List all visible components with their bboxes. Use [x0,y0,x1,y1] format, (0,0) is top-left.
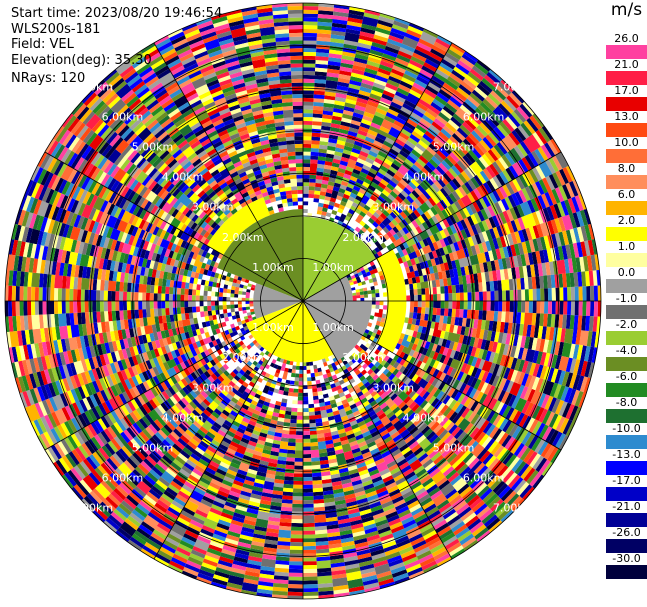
range-ring-label: 7.00km [71,80,113,93]
velocity-gate-group [15,3,593,596]
start-time-text: Start time: 2023/08/20 19:46:54 [11,6,223,21]
colorbar-tick-label: -8.0 [606,397,647,409]
colorbar: 26.0 21.0 17.0 13.0 10.0 8.0 6.0 2.0 1.0 0.0 -1.0 -… [606,21,647,607]
colorbar-tick-label: -26.0 [606,527,647,539]
colorbar-tick-label: -1.0 [606,293,647,305]
range-ring-label: 4.00km [162,411,204,424]
range-ring-label: 1.00km [312,321,354,334]
range-ring-label: 4.00km [162,171,204,184]
range-ring-label: 2.00km [222,231,264,244]
range-ring-label: 6.00km [463,472,505,485]
velocity-gate-group [5,3,589,599]
velocity-gate-group [9,4,602,592]
colorbar-tick-label: -6.0 [606,371,647,383]
velocity-gate-group [11,17,598,589]
range-ring-label: 1.00km [312,261,354,274]
azimuth-spoke [302,300,453,560]
field-text: Field: VEL [11,37,74,52]
range-ring-label: 6.00km [102,110,144,123]
azimuth-spokes [5,3,601,599]
colorbar-tick-label: -13.0 [606,449,647,461]
range-ring-label: 6.00km [102,472,144,485]
range-labels: 1.00km 1.00km 1.00km 1.00km 2.00km 2.00km 2.00… [71,80,534,514]
range-ring-label: 3.00km [373,201,415,214]
range-ring-label: 2.00km [342,231,384,244]
elevation-text: Elevation(deg): 35.30 [11,53,152,68]
range-ring-label: 4.00km [403,171,445,184]
range-ring-label: 7.00km [493,80,535,93]
colorbar-tick-label: 13.0 [606,111,647,123]
range-ring-label: 3.00km [192,381,234,394]
range-ring-label: 2.00km [342,351,384,364]
colorbar-tick-label: -2.0 [606,319,647,331]
azimuth-spoke [302,42,453,302]
colorbar-tick-label: 17.0 [606,85,647,97]
velocity-gate-group [6,10,598,599]
colorbar-tick-label: 0.0 [606,267,647,279]
range-ring-label: 5.00km [132,442,174,455]
velocity-gate-group [23,12,572,585]
velocity-gate-group [8,3,598,598]
azimuth-spoke [153,42,304,302]
colorbar-tick-label: 6.0 [606,189,647,201]
colorbar-tick-label: -17.0 [606,475,647,487]
instrument-text: WLS200s-181 [11,22,101,37]
azimuth-spoke [302,300,562,451]
azimuth-spoke [153,300,304,560]
range-ring-label: 1.00km [252,261,294,274]
azimuth-spoke [44,151,304,302]
colorbar-tick-label: -30.0 [606,553,647,565]
range-ring-label: 3.00km [192,201,234,214]
velocity-gate-group [26,6,591,596]
range-ring-label: 4.00km [403,411,445,424]
range-ring-label: 5.00km [433,140,475,153]
range-ring-label: 2.00km [222,351,264,364]
range-ring-label: 5.00km [132,140,174,153]
colorbar-tick-label: 26.0 [606,33,647,45]
colorbar-unit: m/s [610,0,643,20]
range-ring-label: 1.00km [252,321,294,334]
colorbar-tick-label: 8.0 [606,163,647,175]
colorbar-tick-label: 2.0 [606,215,647,227]
velocity-gate-group [5,16,592,560]
colorbar-tick-label: -10.0 [606,423,647,435]
range-ring-label: 7.00km [493,502,535,515]
nrays-text: NRays: 120 [11,71,86,86]
colorbar-tick-label: -21.0 [606,501,647,513]
velocity-gate-group [26,14,601,593]
colorbar-tick-label: 1.0 [606,241,647,253]
range-ring-label: 7.00km [71,502,113,515]
colorbar-tick-label: -4.0 [606,345,647,357]
range-ring-label: 5.00km [433,442,475,455]
range-ring-label: 6.00km [463,110,505,123]
azimuth-spoke [44,300,304,451]
range-ring-label: 3.00km [373,381,415,394]
colorbar-tick-label: 10.0 [606,137,647,149]
azimuth-spoke [302,151,562,302]
colorbar-tick-label: 21.0 [606,59,647,71]
